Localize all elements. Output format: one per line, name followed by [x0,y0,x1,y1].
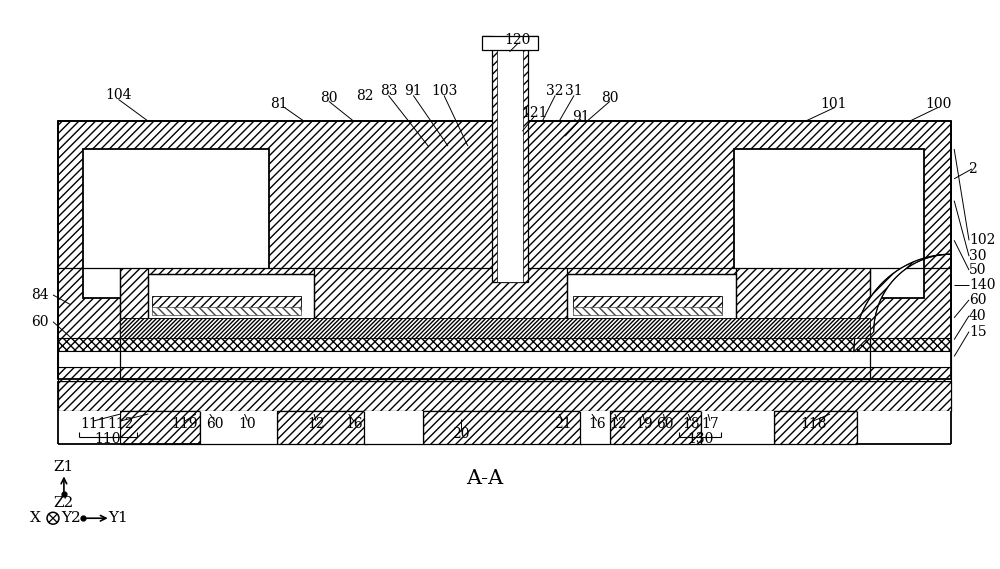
Bar [58,337,951,352]
Text: 20: 20 [452,427,470,441]
Text: X: X [30,511,41,525]
Bar [200,411,277,444]
Text: 118: 118 [800,417,826,431]
Text: 12: 12 [609,417,627,431]
Text: 19: 19 [636,417,653,431]
Text: 10: 10 [239,417,256,431]
Text: 60: 60 [969,293,987,307]
Text: 81: 81 [270,97,288,112]
Text: Z1: Z1 [54,460,74,473]
Text: 30: 30 [969,249,987,263]
Text: 60: 60 [206,417,224,431]
Text: 40: 40 [969,309,987,323]
Text: 110: 110 [94,432,121,446]
Text: 18: 18 [682,417,700,431]
Bar [120,318,870,337]
Bar [857,411,951,444]
Bar [83,149,269,298]
Bar [497,46,523,282]
Bar [58,352,951,368]
Text: 100: 100 [925,97,951,112]
Text: 119: 119 [172,417,198,431]
Text: 83: 83 [380,84,397,98]
Text: 15: 15 [969,325,987,339]
Text: 91: 91 [572,110,590,124]
Bar [148,274,314,320]
Text: 140: 140 [969,278,996,292]
Text: 16: 16 [588,417,606,431]
Text: 82: 82 [356,89,373,104]
Text: 112: 112 [107,417,134,431]
Text: 91: 91 [404,84,422,98]
Polygon shape [854,254,951,352]
Bar [573,307,722,315]
Bar [58,381,951,411]
Bar [120,318,870,337]
Bar [573,296,722,311]
Text: 103: 103 [431,84,457,98]
Text: 130: 130 [687,432,713,446]
Text: 104: 104 [105,88,132,102]
Text: 120: 120 [504,33,531,47]
Text: 84: 84 [31,288,49,302]
Text: Y1: Y1 [109,511,128,525]
Text: 2: 2 [968,162,976,176]
Bar [701,411,774,444]
Bar [120,268,870,337]
Bar [492,46,528,282]
Bar [152,307,301,315]
Bar [58,368,951,381]
Bar [277,411,367,444]
Text: 21: 21 [554,417,572,431]
Bar [610,411,701,444]
Text: Z2: Z2 [54,496,74,510]
Text: 32: 32 [546,84,564,98]
Text: A-A: A-A [466,469,503,488]
Bar [58,121,951,380]
Bar [774,411,857,444]
Text: 111: 111 [80,417,107,431]
Bar [482,36,538,50]
Text: 50: 50 [969,263,987,277]
Bar [120,411,200,444]
Text: 121: 121 [521,106,548,120]
Text: Y2: Y2 [61,511,81,525]
Text: 60: 60 [657,417,674,431]
Text: 102: 102 [969,233,995,248]
Bar [152,296,301,311]
Bar [58,411,120,444]
Text: 101: 101 [820,97,846,112]
Text: 31: 31 [565,84,583,98]
Text: 80: 80 [320,92,338,105]
Bar [423,411,582,444]
Text: 17: 17 [701,417,719,431]
Text: 80: 80 [601,92,619,105]
Text: 16: 16 [345,417,363,431]
Bar [580,411,610,444]
Text: 60: 60 [32,315,49,329]
Text: 12: 12 [307,417,325,431]
Bar [567,274,736,320]
Bar [364,411,423,444]
Bar [734,149,924,298]
